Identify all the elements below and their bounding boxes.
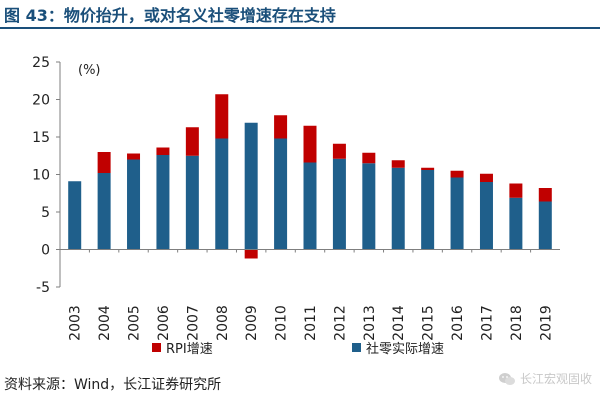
bar-rpi — [185, 127, 199, 156]
bar-real-growth — [450, 177, 464, 250]
bar-rpi — [391, 160, 405, 168]
legend-swatch-real-growth — [352, 343, 361, 352]
bar-real-growth — [362, 163, 376, 250]
bar-rpi — [332, 143, 346, 159]
x-tick-label: 2019 — [538, 305, 554, 340]
x-tick-label: 2005 — [127, 305, 143, 340]
bar-rpi — [156, 147, 170, 155]
y-tick-label: -5 — [36, 280, 50, 296]
x-tick-label: 2017 — [479, 305, 495, 340]
x-tick-label: 2006 — [156, 305, 172, 340]
bar-rpi — [215, 94, 229, 139]
bar-real-growth — [156, 155, 170, 250]
x-tick-label: 2010 — [274, 305, 290, 340]
x-tick-label: 2009 — [244, 305, 260, 340]
bar-rpi — [274, 115, 288, 139]
y-unit-label: (%) — [78, 63, 101, 78]
y-tick-label: 15 — [32, 130, 50, 146]
bar-rpi — [509, 183, 523, 198]
bar-rpi — [538, 188, 552, 202]
bar-real-growth — [332, 158, 346, 250]
x-tick-label: 2015 — [421, 305, 437, 340]
bar-real-growth — [68, 181, 82, 250]
x-tick-label: 2003 — [68, 305, 84, 340]
chart-legend: RPI增速 社零实际增速 — [0, 338, 600, 360]
y-tick-label: 25 — [32, 55, 50, 71]
bar-real-growth — [185, 155, 199, 250]
bar-real-growth — [215, 138, 229, 250]
x-tick-label: 2012 — [332, 305, 348, 340]
x-tick-label: 2014 — [391, 305, 407, 340]
x-tick-label: 2011 — [303, 305, 319, 340]
watermark: 长江宏观固收 — [498, 370, 592, 387]
bar-rpi — [421, 167, 435, 170]
bar-real-growth — [421, 170, 435, 250]
legend-item-rpi: RPI增速 — [152, 338, 213, 357]
bar-rpi — [479, 173, 493, 182]
x-tick-label: 2008 — [215, 305, 231, 340]
figure-title: 图 43：物价抬升，或对名义社零增速存在支持 — [4, 6, 336, 25]
bar-real-growth — [274, 138, 288, 250]
bar-real-growth — [303, 162, 317, 250]
bar-rpi — [303, 125, 317, 163]
bar-chart: -5 0 5 10 15 20 25 (%) 2003 2004 2005 2006 2007 2008 2… — [32, 55, 560, 340]
bar-real-growth — [97, 173, 111, 250]
x-tick-label: 2004 — [97, 305, 113, 340]
bar-rpi — [244, 249, 258, 259]
bar-real-growth — [244, 122, 258, 250]
legend-item-real-growth: 社零实际增速 — [352, 338, 444, 357]
y-tick-label: 5 — [41, 205, 50, 221]
x-tick-label: 2016 — [450, 305, 466, 340]
y-tick-label: 20 — [32, 93, 50, 109]
legend-label-real-growth: 社零实际增速 — [366, 342, 445, 357]
bar-rpi — [362, 152, 376, 164]
title-divider — [0, 27, 600, 29]
x-tick-label: 2018 — [509, 305, 525, 340]
bar-real-growth — [127, 159, 141, 250]
legend-label-rpi: RPI增速 — [166, 342, 213, 357]
bar-real-growth — [391, 167, 405, 250]
bar-rpi — [127, 153, 141, 160]
y-tick-label: 0 — [41, 243, 50, 259]
bar-real-growth — [538, 201, 552, 250]
y-tick-label: 10 — [32, 168, 50, 184]
source-note: 资料来源：Wind，长江证券研究所 — [4, 377, 222, 393]
bar-rpi — [450, 170, 464, 178]
bar-real-growth — [509, 197, 523, 250]
legend-swatch-rpi — [152, 343, 161, 352]
watermark-text: 长江宏观固收 — [519, 372, 592, 386]
x-tick-label: 2007 — [185, 305, 201, 340]
wechat-icon — [498, 372, 515, 385]
x-tick-label: 2013 — [362, 305, 378, 340]
bar-real-growth — [479, 182, 493, 250]
bar-rpi — [97, 152, 111, 173]
